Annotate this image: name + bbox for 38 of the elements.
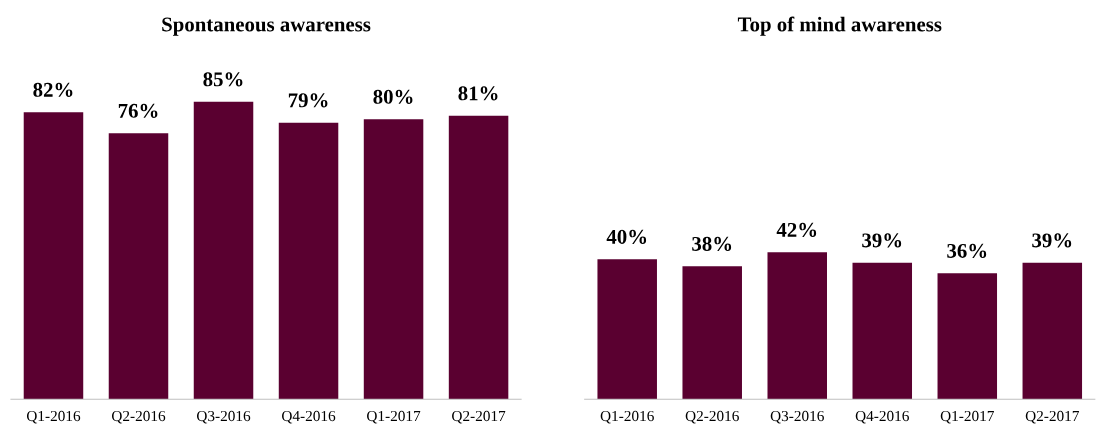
bar (363, 119, 424, 400)
bar (23, 112, 84, 400)
bar (682, 266, 742, 400)
bar (597, 259, 657, 400)
x-tick-label: Q2-2017 (452, 410, 506, 424)
data-label: 79% (288, 93, 328, 108)
x-tick-label: Q4-2016 (282, 410, 336, 424)
data-label: 85% (203, 72, 243, 87)
x-tick-label: Q2-2016 (685, 410, 739, 424)
bar (852, 262, 913, 400)
x-tick-label: Q4-2016 (855, 410, 909, 424)
bar (1022, 262, 1083, 400)
bar (448, 115, 509, 400)
bar (937, 273, 998, 400)
data-label: 82% (33, 82, 73, 97)
x-tick-label: Q3-2016 (770, 410, 824, 424)
data-label: 40% (606, 229, 647, 244)
x-tick-label: Q3-2016 (196, 410, 251, 424)
chart-title: Top of mind awareness (737, 16, 942, 36)
data-label: 42% (776, 222, 817, 237)
bar (108, 133, 169, 400)
x-tick-label: Q1-2016 (600, 410, 654, 424)
x-tick-label: Q1-2017 (940, 410, 994, 424)
data-label: 38% (692, 236, 732, 251)
x-tick-label: Q2-2016 (111, 410, 166, 424)
data-label: 81% (458, 86, 498, 101)
data-label: 39% (862, 233, 902, 248)
bar (193, 101, 254, 400)
bar (767, 252, 827, 400)
bar (278, 122, 339, 400)
data-label: 39% (1032, 233, 1072, 248)
chart-title: Spontaneous awareness (162, 17, 371, 36)
data-label: 80% (373, 89, 413, 104)
x-tick-label: Q2-2017 (1025, 410, 1080, 424)
x-tick-label: Q1-2016 (26, 410, 81, 424)
data-label: 36% (947, 243, 987, 258)
data-label: 76% (118, 103, 158, 118)
x-tick-label: Q1-2017 (367, 410, 421, 424)
